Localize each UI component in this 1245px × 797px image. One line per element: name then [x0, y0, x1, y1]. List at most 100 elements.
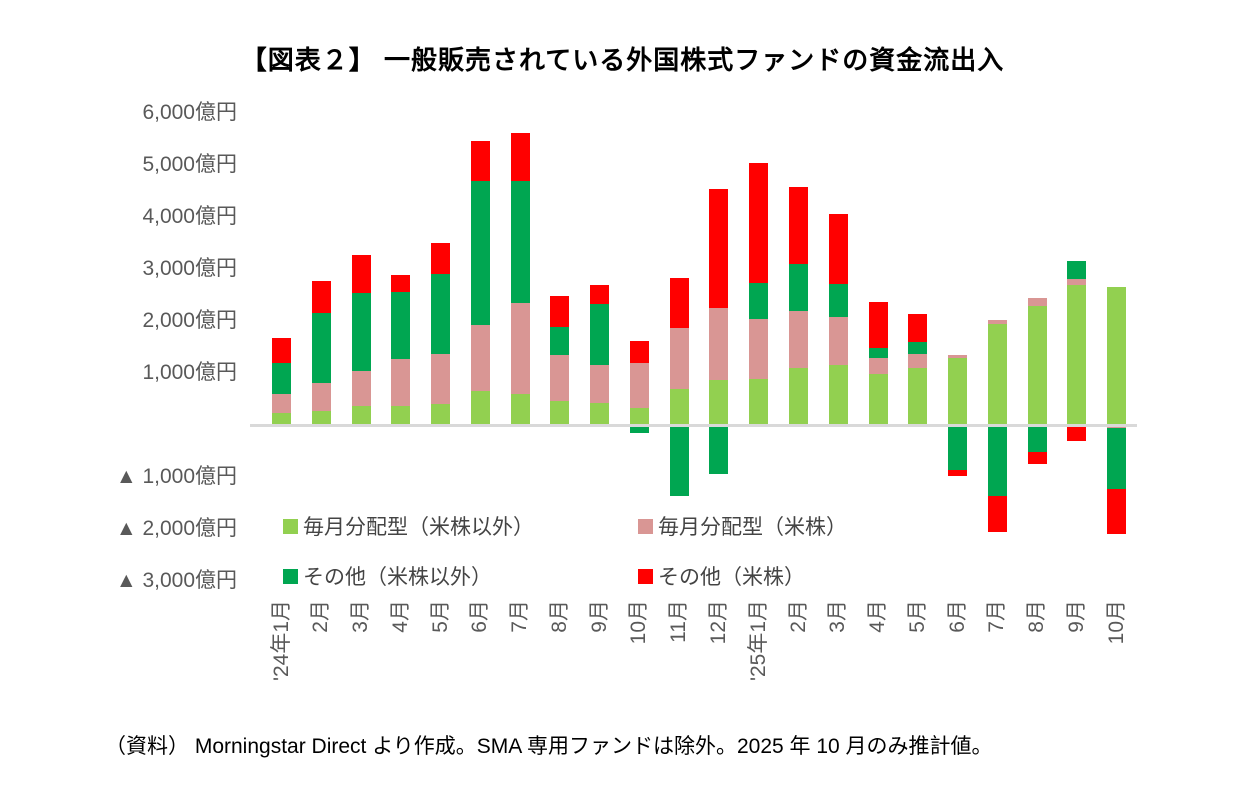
bar-segment	[590, 365, 610, 403]
bar-segment	[351, 292, 371, 371]
x-axis-tick-label: '25年1月	[746, 600, 770, 682]
x-axis-tick-label: 2月	[786, 600, 810, 633]
bar-segment	[987, 496, 1007, 533]
legend-swatch-icon	[638, 518, 653, 534]
bar-segment	[629, 407, 649, 425]
y-axis-tick-label: 6,000億円	[142, 101, 237, 124]
legend-label: その他（米株以外）	[303, 566, 492, 589]
bar-segment	[431, 404, 451, 425]
bar-segment	[828, 365, 848, 425]
bar-segment	[789, 264, 808, 312]
bar-segment	[1107, 428, 1127, 489]
bar-segment	[669, 277, 689, 329]
bar-segment	[391, 359, 411, 406]
bar-segment	[431, 274, 451, 355]
legend-label: 毎月分配型（米株以外）	[303, 516, 534, 539]
x-axis-tick-label: 3月	[826, 600, 850, 633]
bar-segment	[828, 214, 848, 284]
x-axis-tick-label: 8月	[547, 600, 571, 633]
bar-segment	[1027, 298, 1047, 306]
bar-segment	[629, 425, 649, 434]
bar-segment	[272, 413, 291, 425]
bar-segment	[709, 308, 729, 380]
bar-segment	[590, 303, 610, 366]
x-axis-tick-label: 3月	[349, 600, 373, 633]
bar-segment	[987, 319, 1007, 324]
bar-segment	[1027, 425, 1047, 452]
bar-segment	[351, 254, 371, 293]
x-axis-tick-label: 8月	[1025, 600, 1049, 633]
bar-segment	[868, 358, 888, 374]
x-axis-tick-label: 9月	[1064, 600, 1088, 633]
bar-segment	[1107, 488, 1127, 535]
bar-segment	[987, 323, 1007, 425]
y-axis-tick-label: 4,000億円	[142, 205, 237, 228]
bar-segment	[510, 180, 530, 303]
legend-swatch-icon	[283, 568, 298, 584]
bar-segment	[908, 341, 928, 354]
bar-segment	[749, 379, 769, 425]
bar-segment	[948, 470, 968, 476]
bar-segment	[590, 284, 610, 304]
bar-segment	[789, 186, 808, 265]
bar-segment	[669, 388, 689, 425]
y-axis-tick-label: ▲ 2,000億円	[115, 517, 237, 540]
bar-segment	[987, 425, 1007, 497]
bar-segment	[351, 370, 371, 406]
bar-segment	[470, 324, 490, 391]
bar-segment	[828, 316, 848, 366]
legend-swatch-icon	[283, 518, 298, 534]
x-axis-tick-label: 12月	[706, 600, 730, 645]
y-axis-tick-label: 5,000億円	[142, 153, 237, 176]
bar-segment	[431, 354, 451, 405]
legend-item: その他（米株）	[638, 561, 805, 591]
x-axis-tick-label: 4月	[388, 600, 412, 633]
bar-segment	[1027, 305, 1047, 425]
bar-segment	[550, 355, 570, 401]
x-axis-tick-label: 7月	[985, 600, 1009, 633]
chart-title: 【図表２】 一般販売されている外国株式ファンドの資金流出入	[240, 45, 1005, 75]
x-axis-tick-label: 10月	[1104, 600, 1128, 645]
bar-segment	[510, 133, 530, 181]
bar-segment	[311, 410, 331, 425]
x-axis-zero-line	[250, 424, 1137, 427]
bar-segment	[749, 319, 769, 380]
legend-item: 毎月分配型（米株）	[638, 511, 847, 541]
source-note: （資料） Morningstar Direct より作成。SMA 専用ファンドは…	[105, 735, 993, 758]
bar-segment	[908, 368, 928, 425]
x-axis-tick-label: 5月	[428, 600, 452, 633]
bar-segment	[709, 425, 729, 475]
bar-segment	[272, 362, 291, 394]
bar-segment	[908, 314, 928, 342]
bar-segment	[351, 405, 371, 425]
x-axis-tick-label: 5月	[905, 600, 929, 633]
bar-segment	[1067, 279, 1087, 285]
x-axis-tick-label: 7月	[508, 600, 532, 633]
bar-segment	[948, 355, 968, 359]
bar-segment	[709, 188, 729, 308]
bar-segment	[1067, 284, 1087, 425]
x-axis-tick-label: 6月	[945, 600, 969, 633]
legend-label: その他（米株）	[658, 566, 805, 589]
bar-segment	[948, 425, 968, 471]
x-axis-tick-label: 11月	[667, 600, 691, 643]
bar-segment	[629, 340, 649, 364]
bar-segment	[391, 405, 411, 425]
bar-segment	[749, 283, 769, 320]
y-axis-tick-label: 2,000億円	[142, 309, 237, 332]
bar-segment	[669, 328, 689, 389]
y-axis-tick-label: ▲ 3,000億円	[115, 569, 237, 592]
x-axis-tick-label: 4月	[866, 600, 890, 633]
y-axis-tick-label: ▲ 1,000億円	[115, 465, 237, 488]
bar-segment	[272, 338, 291, 363]
y-axis-tick-label: 3,000億円	[142, 257, 237, 280]
bar-segment	[789, 311, 808, 368]
bar-segment	[908, 353, 928, 369]
x-axis-tick-label: 10月	[627, 600, 651, 645]
legend-item: その他（米株以外）	[283, 561, 492, 591]
x-axis-tick-label: 6月	[468, 600, 492, 633]
bar-segment	[510, 302, 530, 395]
bar-segment	[470, 390, 490, 425]
bar-segment	[311, 383, 331, 411]
